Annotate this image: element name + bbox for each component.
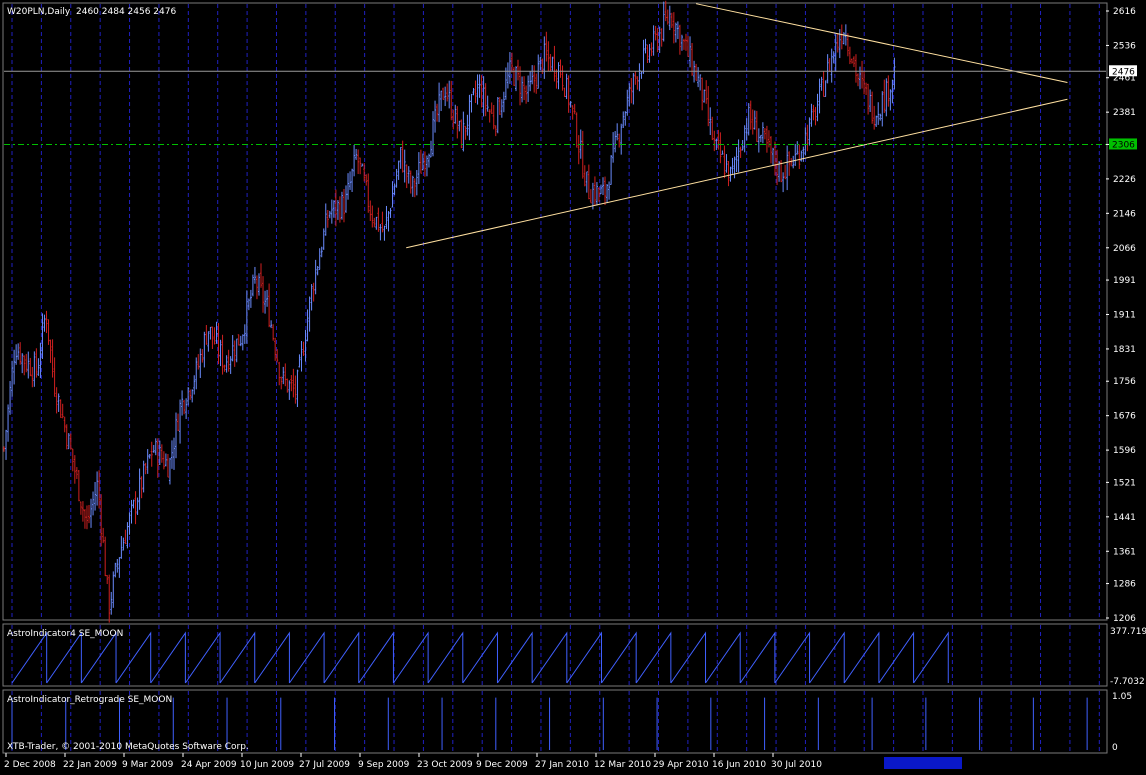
indicator2-frame <box>2 689 1108 754</box>
time-tick-label: 30 Jul 2010 <box>771 760 822 770</box>
trendline-upper[interactable] <box>695 3 1068 83</box>
price-tick-label: 2066 <box>1113 244 1136 254</box>
support-badge <box>1109 138 1137 150</box>
indicator1-tick-label: -7.7032 <box>1110 677 1145 687</box>
price-tick-label: 1991 <box>1113 276 1136 286</box>
indicator1-frame <box>2 623 1108 687</box>
price-tick-label: 1756 <box>1113 377 1136 387</box>
time-axis: 2 Dec 2008 22 Jan 2009 9 Mar 2009 24 Apr 20… <box>4 753 962 770</box>
copyright-text: XTB-Trader, © 2001-2010 MetaQuotes Softw… <box>7 742 249 752</box>
time-tick-label: 27 Jul 2009 <box>299 760 350 770</box>
time-tick-label: 12 Mar 2010 <box>594 760 651 770</box>
price-tick-label: 1521 <box>1113 478 1136 488</box>
time-tick-label: 24 Apr 2009 <box>181 760 237 770</box>
time-cursor-badge <box>884 757 962 769</box>
moon-indicator-series: 377.7191 -7.7032 <box>11 627 1146 687</box>
price-levels[interactable] <box>4 70 1106 145</box>
price-tick-label: 1596 <box>1113 446 1136 456</box>
time-tick-label: 9 Mar 2009 <box>122 760 174 770</box>
support-label: 2306 <box>1112 140 1135 150</box>
candle-series <box>3 0 896 623</box>
price-tick-label: 2616 <box>1113 7 1136 17</box>
price-tick-label: 2461 <box>1113 74 1136 84</box>
moon-sawtooth-line <box>11 631 949 684</box>
last-price-badge <box>1109 65 1137 77</box>
last-price-label: 2476 <box>1112 67 1135 77</box>
price-tick-label: 1441 <box>1113 513 1136 523</box>
time-tick-label: 22 Jan 2009 <box>63 760 117 770</box>
time-tick-label: 16 Jun 2010 <box>712 760 766 770</box>
price-tick-label: 1676 <box>1113 412 1136 422</box>
time-tick-label: 23 Oct 2009 <box>417 760 473 770</box>
price-tick-label: 2226 <box>1113 175 1136 185</box>
price-tick-label: 1911 <box>1113 311 1136 321</box>
price-tick-label: 1286 <box>1113 580 1136 590</box>
time-tick-label: 9 Sep 2009 <box>358 760 410 770</box>
time-tick-label: 29 Apr 2010 <box>653 760 709 770</box>
time-tick-label: 10 Jun 2009 <box>240 760 294 770</box>
indicator2-title: AstroIndicator_Retrograde SE_MOON <box>7 695 172 705</box>
price-tick-label: 1206 <box>1113 614 1136 624</box>
indicator1-title: AstroIndicator4 SE_MOON <box>7 629 123 639</box>
price-tick-label: 1361 <box>1113 547 1136 557</box>
trendline-lower[interactable] <box>406 98 1068 249</box>
indicator2-tick-label: 0 <box>1112 743 1118 753</box>
time-tick-label: 2 Dec 2008 <box>4 760 56 770</box>
price-tick-label: 2146 <box>1113 209 1136 219</box>
price-tick-label: 2536 <box>1113 41 1136 51</box>
time-tick-label: 27 Jan 2010 <box>535 760 589 770</box>
time-tick-label: 9 Dec 2009 <box>476 760 528 770</box>
indicator2-tick-label: 1.05 <box>1112 692 1132 702</box>
price-axis: 2616 2536 2461 2381 2306 2226 2146 2066 1991 1911… <box>1106 7 1137 624</box>
ohlc-readout: 2460 2484 2456 2476 <box>76 7 176 17</box>
price-tick-label: 2381 <box>1113 108 1136 118</box>
price-tick-label: 1831 <box>1113 345 1136 355</box>
main-chart-frame <box>2 2 1108 621</box>
indicator1-tick-label: 377.7191 <box>1110 627 1146 637</box>
trendlines[interactable] <box>406 3 1068 249</box>
chart-title: W20PLN,Daily <box>7 7 71 17</box>
retrograde-indicator-series: 1.05 0 <box>11 692 1132 753</box>
